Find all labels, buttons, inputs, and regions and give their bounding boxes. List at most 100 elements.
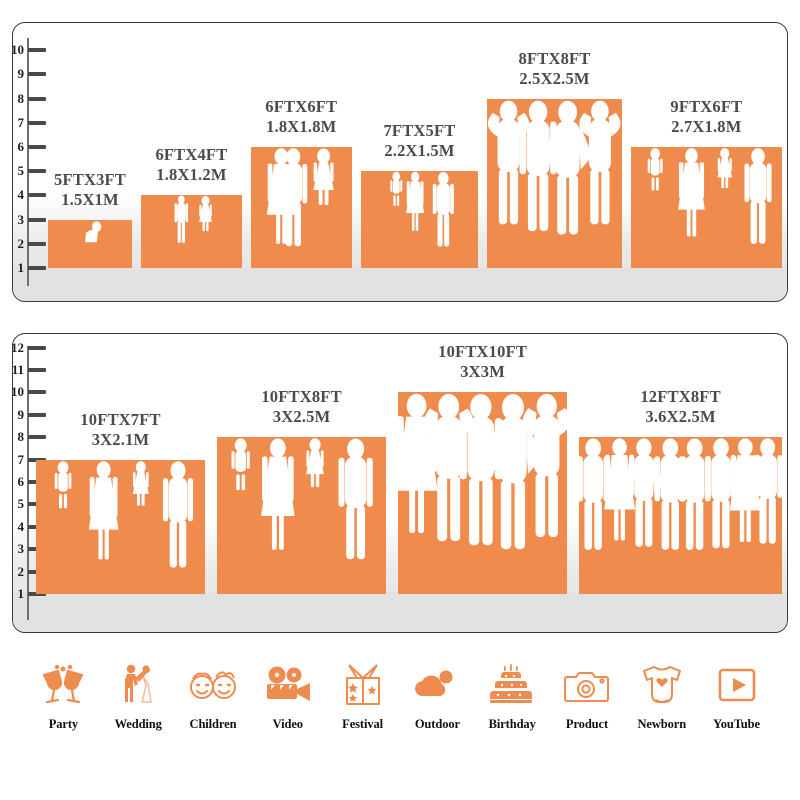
y-tick-label-6: 6 [17,139,25,154]
y-tick-11 [28,368,46,372]
y-axis-line-bottom [27,346,29,620]
bar-size-ft: 10FTX10FT [438,342,528,362]
ground-strip-bottom [13,592,787,632]
bar-7ftx5ft [360,171,479,268]
use-case-label: Product [565,717,609,731]
y-tick-label-10: 10 [11,384,24,400]
people-silhouettes-family-four [36,460,205,594]
use-case-label: Wedding [114,717,162,731]
y-tick-1 [28,266,46,270]
y-tick-2 [28,241,46,246]
use-case-label: Party [48,717,79,731]
use-case-children[interactable]: Children [176,655,251,765]
play-button-icon [717,655,757,715]
use-case-label: Children [189,717,237,731]
use-case-party[interactable]: Party [26,655,101,765]
bar-label-8ftx8ft: 8FTX8FT 2.5X2.5M [473,49,635,89]
bar-size-m: 3X3M [460,362,506,382]
movie-camera-icon [263,655,313,715]
bar-label-7ftx5ft: 7FTX5FT 2.2X1.5M [347,121,493,161]
bar-10ftx8ft [217,437,387,594]
cloud-sun-icon [413,655,461,715]
bar-5ftx3ft [48,219,133,268]
y-tick-label-1: 1 [17,586,25,601]
baby-onesie-icon [640,655,684,715]
y-tick-label-10: 10 [11,42,24,58]
people-silhouettes-five-adults [398,392,568,594]
y-tick-label-4: 4 [17,518,25,534]
people-silhouettes-four-adults [487,99,621,268]
bar-label-10ftx7ft: 10FTX7FT 3X2.1M [22,410,219,450]
use-case-youtube[interactable]: YouTube [699,655,774,765]
y-tick-label-9: 9 [17,406,25,422]
bride-groom-icon [118,655,158,715]
bar-size-ft: 10FTX8FT [261,387,342,407]
bar-12ftx8ft [579,437,782,594]
birthday-cake-icon [489,655,535,715]
use-case-wedding[interactable]: Wedding [101,655,176,765]
y-tick-6 [28,145,46,149]
bar-10ftx7ft [36,459,206,594]
use-case-festival[interactable]: Festival [325,655,400,765]
two-kid-faces-icon [186,655,240,715]
people-silhouettes-eight-adults [579,437,782,594]
y-tick-label-6: 6 [17,474,25,489]
bar-size-m: 2.2X1.5M [384,141,455,161]
y-tick-label-1: 1 [17,260,25,275]
y-axis-line-top [27,38,29,286]
bar-size-ft: 6FTX6FT [265,97,338,116]
y-tick-label-7: 7 [17,114,25,130]
y-tick-label-3: 3 [17,541,25,557]
use-case-label: Newborn [637,717,687,731]
y-tick-label-11: 11 [11,362,24,377]
use-case-outdoor[interactable]: Outdoor [400,655,475,765]
use-case-product[interactable]: Product [550,655,625,765]
bar-size-m: 1.8X1.8M [266,117,337,136]
y-tick-8 [28,96,46,101]
bar-label-6ftx6ft: 6FTX6FT 1.8X1.8M [237,97,366,137]
bar-size-ft: 6FTX4FT [155,145,228,165]
use-case-label: Birthday [488,717,536,731]
bar-size-ft: 12FTX8FT [640,387,721,407]
people-silhouettes-two-kids [141,195,242,268]
y-tick-4 [28,193,46,198]
y-tick-label-4: 4 [17,187,25,203]
use-case-label: Outdoor [414,717,460,731]
bar-label-9ftx6ft: 9FTX6FT 2.7X1.8M [617,97,796,137]
people-silhouettes-baby [48,220,132,268]
y-tick-12 [28,345,46,350]
y-tick-label-8: 8 [17,90,25,106]
bar-size-m: 2.5X2.5M [519,68,590,88]
y-tick-9 [28,72,46,77]
y-tick-label-5: 5 [17,496,25,512]
bar-9ftx6ft [630,147,782,268]
people-silhouettes-family-four [631,147,782,268]
bar-label-5ftx3ft: 5FTX3FT 1.5X1M [34,170,146,210]
camera-icon [563,655,610,715]
ground-strip-top [13,267,787,301]
people-silhouettes-three [361,171,479,268]
use-case-label: Video [272,717,303,731]
y-tick-label-2: 2 [17,235,25,251]
y-tick-10 [28,390,46,395]
use-case-label: Festival [342,717,384,731]
bar-8ftx8ft [487,98,622,268]
bar-size-ft: 5FTX3FT [54,169,126,189]
y-tick-9 [28,412,46,417]
use-case-label: YouTube [713,717,760,731]
use-case-newborn[interactable]: Newborn [624,655,699,765]
bar-size-ft: 8FTX8FT [518,48,591,68]
bar-label-10ftx10ft: 10FTX10FT 3X3M [384,342,581,382]
y-tick-8 [28,435,46,440]
use-case-birthday[interactable]: Birthday [475,655,550,765]
y-tick-5 [28,169,46,174]
bar-label-6ftx4ft: 6FTX4FT 1.8X1.2M [127,145,256,185]
bar-size-m: 3X2.1M [91,429,150,449]
bar-6ftx4ft [141,195,242,268]
use-case-video[interactable]: Video [250,655,325,765]
gift-box-icon [341,655,385,715]
champagne-glasses-icon [40,655,86,715]
y-tick-10 [28,48,46,53]
people-silhouettes-couple-child [251,147,352,268]
y-tick-7 [28,120,46,125]
